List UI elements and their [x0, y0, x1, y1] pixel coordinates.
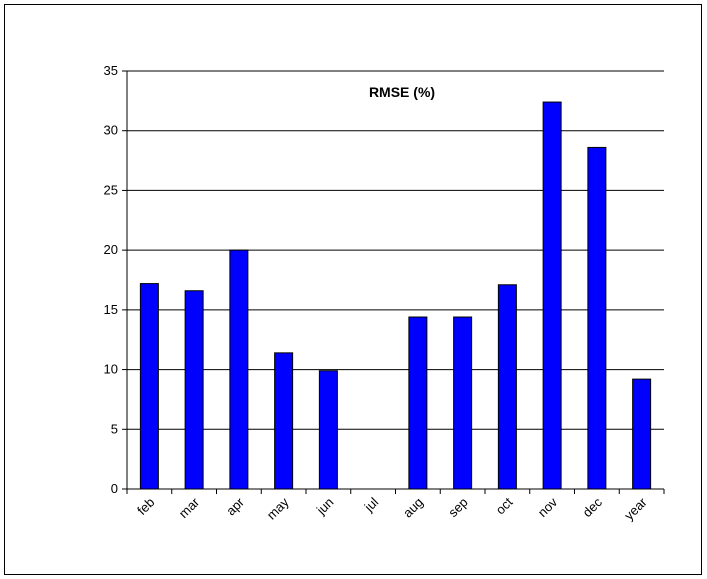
axes: [122, 70, 665, 494]
chart-title: RMSE (%): [369, 84, 435, 100]
bar-feb: [139, 283, 159, 490]
x-tick-label-dec: dec: [580, 494, 606, 520]
x-tick-labels: feb mar apr may jun jul aug sep oct nov dec year: [134, 494, 650, 523]
y-tick-label: 0: [111, 481, 118, 496]
gridlines: [127, 70, 664, 430]
y-tick-label: 25: [104, 182, 118, 197]
y-tick-label: 5: [111, 421, 118, 436]
x-tick-label-year: year: [621, 494, 650, 523]
y-tick-label: 10: [104, 362, 118, 377]
x-tick-label-aug: aug: [400, 495, 426, 521]
bar-oct: [497, 284, 517, 490]
x-tick-label-jun: jun: [313, 495, 337, 519]
bar-nov: [542, 101, 562, 490]
y-tick-label: 15: [104, 302, 118, 317]
y-tick-label: 35: [104, 63, 118, 78]
x-tick-label-sep: sep: [445, 495, 470, 520]
bar-aug: [408, 316, 428, 490]
x-tick-label-may: may: [264, 494, 292, 522]
bar-jun: [318, 370, 338, 490]
y-tick-label: 20: [104, 242, 118, 257]
bars: [139, 101, 652, 490]
x-tick-label-jul: jul: [361, 494, 382, 515]
y-tick-label: 30: [104, 123, 118, 138]
bar-year: [632, 378, 652, 490]
chart-frame: [4, 4, 702, 575]
x-tick-label-oct: oct: [493, 494, 516, 517]
y-tick-labels: 0 5 10 15 20 25 30 35: [104, 63, 118, 496]
x-tick-label-mar: mar: [176, 494, 203, 521]
bar-sep: [453, 316, 473, 490]
x-tick-label-apr: apr: [223, 494, 247, 518]
bar-apr: [229, 249, 249, 490]
bar-mar: [184, 290, 204, 490]
x-tick-label-nov: nov: [535, 494, 561, 520]
bar-dec: [587, 146, 607, 490]
bar-may: [274, 352, 294, 490]
x-tick-label-feb: feb: [134, 495, 157, 518]
